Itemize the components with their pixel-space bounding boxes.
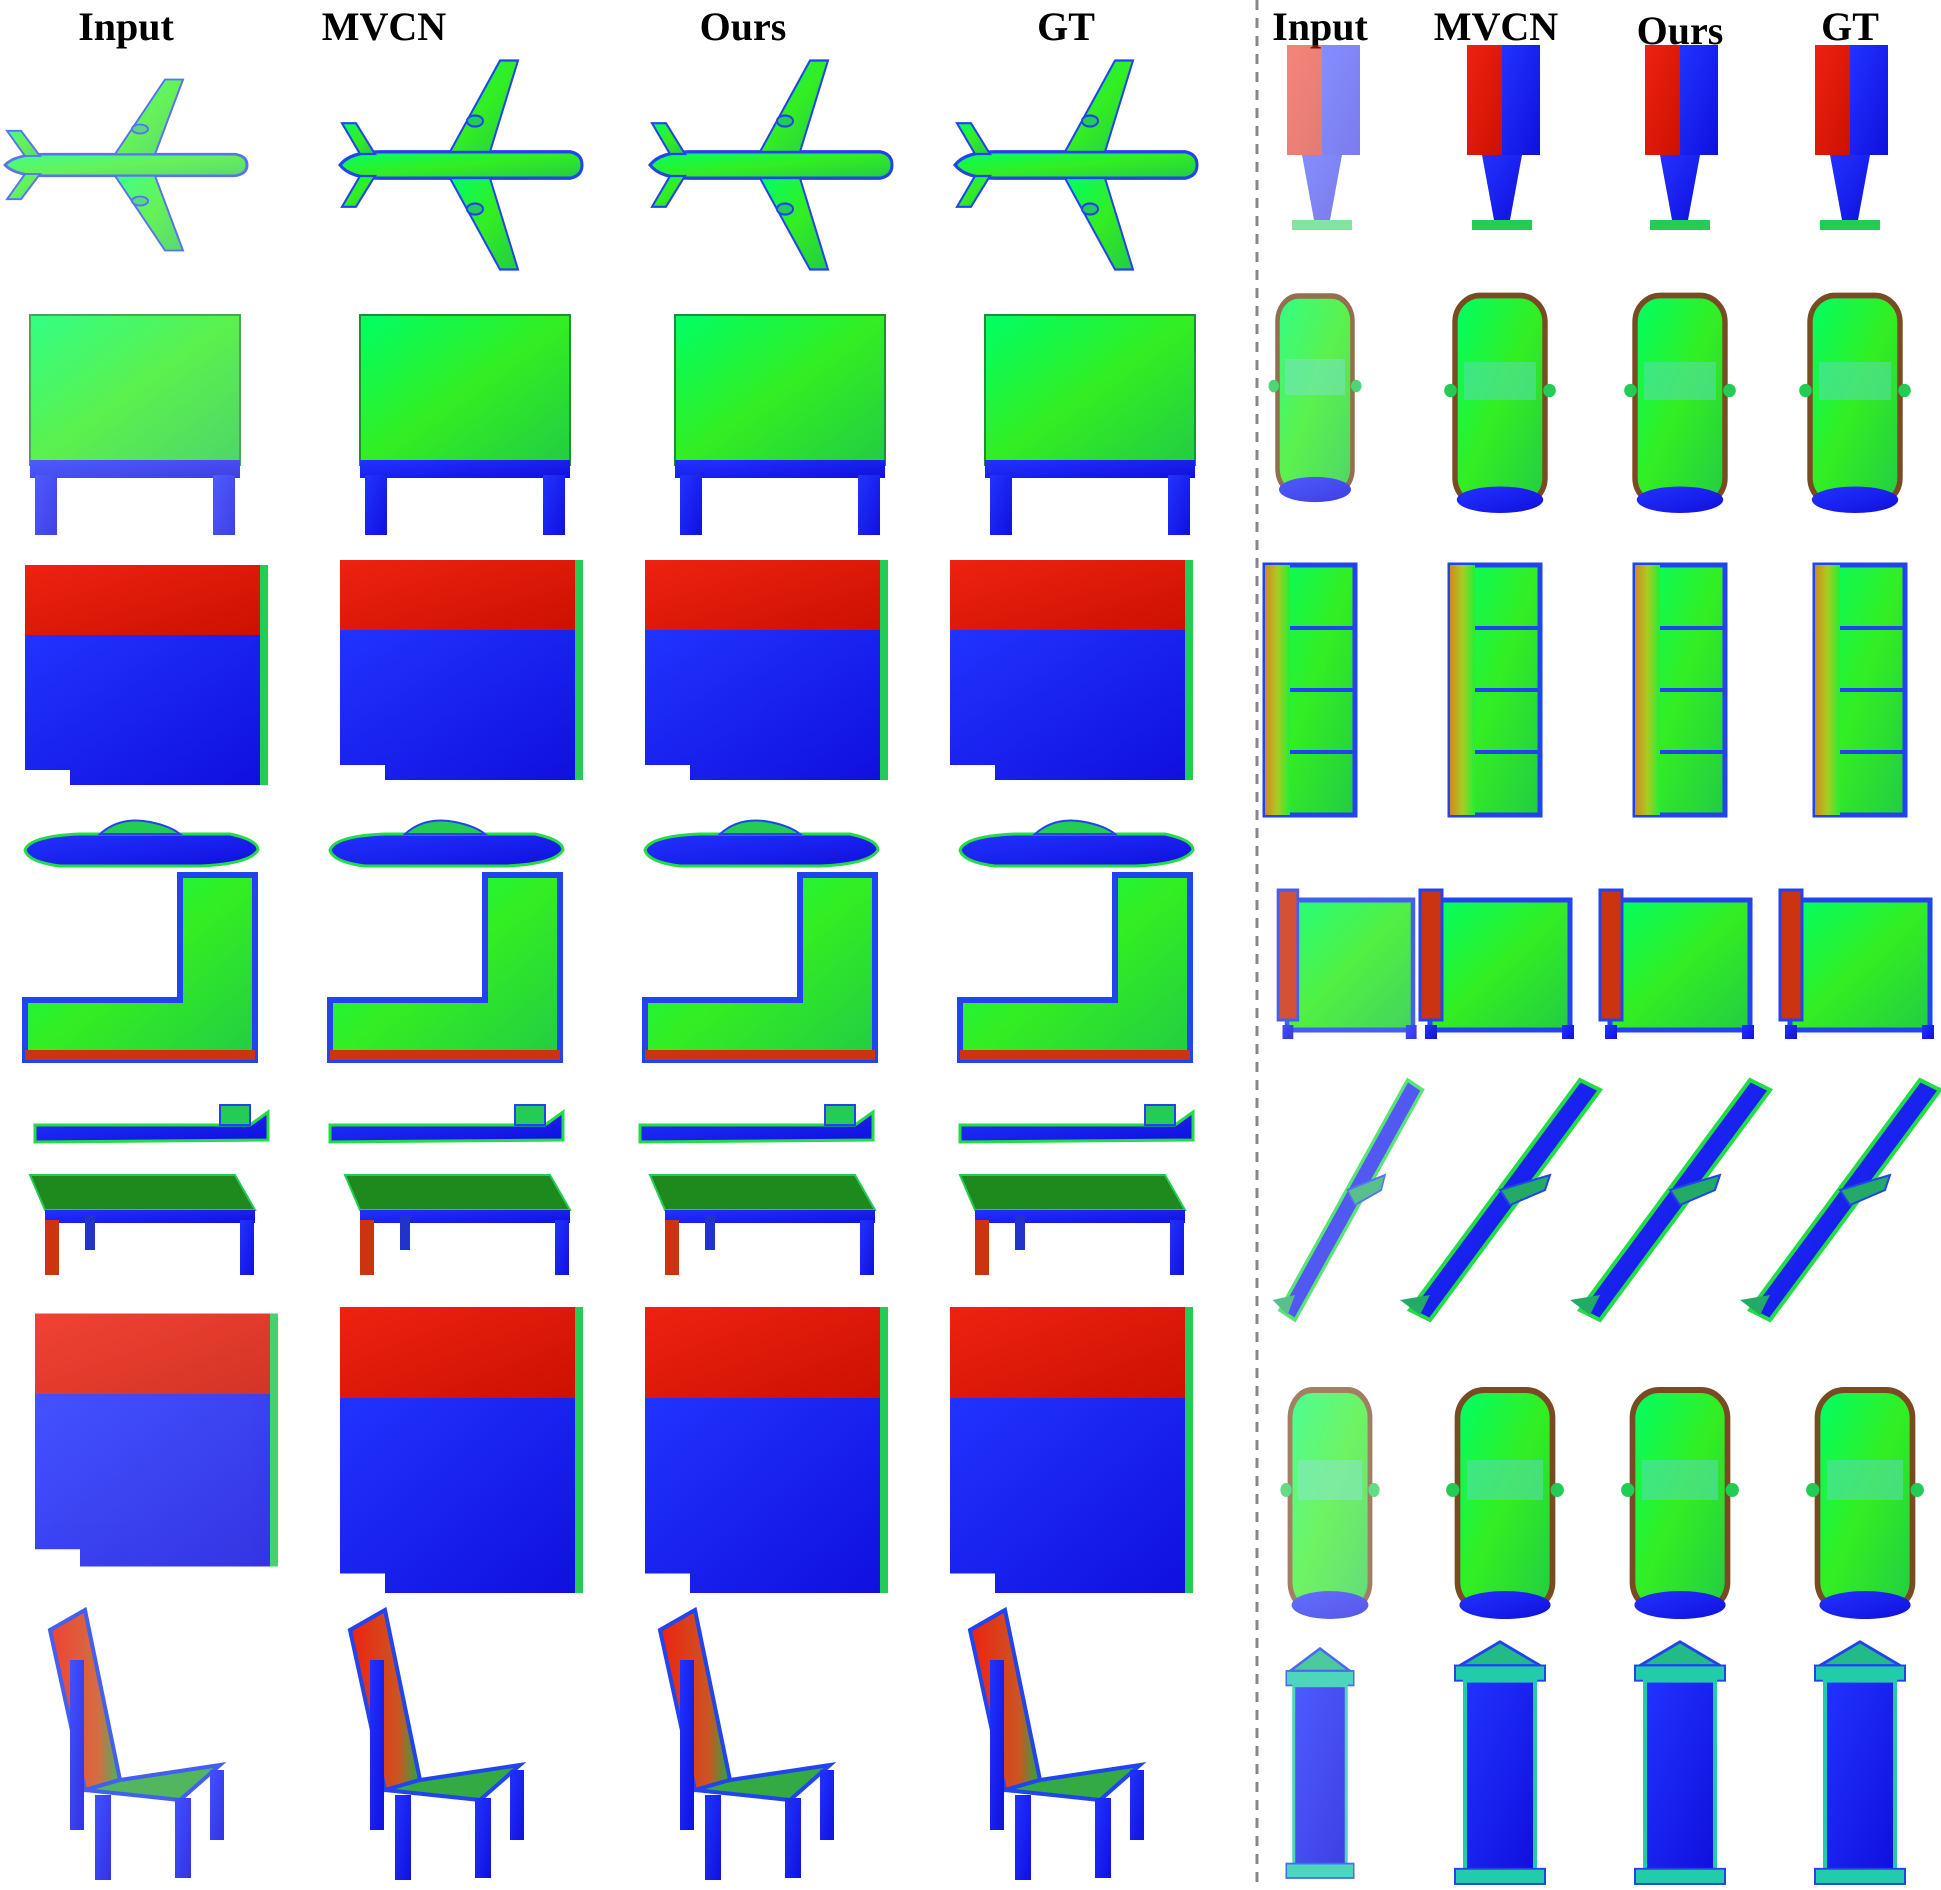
car-2-ours <box>1621 1390 1739 1619</box>
row-car <box>1269 296 1911 514</box>
sofa-input <box>1265 565 1355 815</box>
chair-top-gt <box>1780 890 1934 1039</box>
cabinet-gt <box>950 560 1193 785</box>
right-grid <box>1265 45 1941 1886</box>
sofa-l-ours <box>645 875 875 1060</box>
watercraft-ours <box>638 1103 875 1144</box>
car-ours <box>1624 296 1736 514</box>
sofa-gt <box>1815 565 1905 815</box>
header-right-mvcn: MVCN <box>1434 4 1559 49</box>
pillar-mvcn <box>1453 1639 1547 1886</box>
lamp-ours <box>1645 45 1718 230</box>
row-pillar <box>1284 1639 1907 1886</box>
watercraft-mvcn <box>328 1103 565 1144</box>
cabinet-2-gt <box>950 1307 1193 1600</box>
airplane-mvcn <box>338 58 584 272</box>
pillar-ours <box>1633 1639 1727 1886</box>
airplane-diag-mvcn <box>1398 1078 1602 1322</box>
header-left-ours: Ours <box>700 4 787 49</box>
row-boat <box>23 819 1195 868</box>
row-chair <box>48 1608 1146 1882</box>
cabinet-ours <box>645 560 888 785</box>
pillar-input <box>1284 1646 1356 1880</box>
table-top-gt <box>984 314 1196 536</box>
cabinet-2-input <box>35 1313 278 1573</box>
watercraft-input <box>33 1103 270 1144</box>
cabinet-input <box>25 565 268 790</box>
header-right-gt: GT <box>1821 4 1879 49</box>
boat-input <box>23 819 260 868</box>
car-2-mvcn <box>1446 1390 1564 1619</box>
left-headers: Input MVCN Ours GT <box>78 4 1095 49</box>
header-left-mvcn: MVCN <box>322 4 447 49</box>
table-top-input <box>29 314 241 536</box>
sofa-l-input <box>25 875 255 1060</box>
row-chair-top <box>1278 890 1934 1039</box>
lamp-gt <box>1815 45 1888 230</box>
car-2-input <box>1280 1390 1379 1619</box>
row-sofa <box>1265 565 1905 815</box>
chair-ours <box>658 1608 836 1882</box>
table-top-ours <box>674 314 886 536</box>
sofa-l-mvcn <box>330 875 560 1060</box>
cabinet-2-mvcn <box>340 1307 583 1600</box>
boat-mvcn <box>328 819 565 868</box>
sofa-ours <box>1635 565 1725 815</box>
right-headers: Input MVCN Ours GT <box>1272 4 1879 53</box>
header-left-input: Input <box>78 4 174 49</box>
car-2-gt <box>1806 1390 1924 1619</box>
row-cabinet <box>25 560 1193 790</box>
lamp-mvcn <box>1467 45 1540 230</box>
airplane-diag-ours <box>1568 1078 1772 1322</box>
watercraft-gt <box>958 1103 1195 1144</box>
chair-gt <box>968 1608 1146 1882</box>
left-grid <box>3 58 1199 1882</box>
pillar-gt <box>1813 1639 1907 1886</box>
row-table-top <box>29 314 1196 536</box>
row-sofa-l <box>25 875 1190 1060</box>
table-mvcn <box>344 1174 571 1276</box>
chair-top-input <box>1278 890 1417 1039</box>
airplane-diag-gt <box>1738 1078 1941 1322</box>
car-mvcn <box>1444 296 1556 514</box>
airplane-gt <box>953 58 1199 272</box>
sofa-mvcn <box>1450 565 1540 815</box>
chair-input <box>48 1608 226 1882</box>
table-ours <box>649 1174 876 1276</box>
car-input <box>1269 296 1362 502</box>
boat-gt <box>958 819 1195 868</box>
chair-top-mvcn <box>1420 890 1574 1039</box>
airplane-input <box>3 78 249 252</box>
row-car-2 <box>1280 1390 1924 1619</box>
row-lamp <box>1287 45 1888 230</box>
row-airplane-diag <box>1270 1078 1941 1322</box>
row-watercraft <box>33 1103 1195 1144</box>
table-input <box>29 1174 256 1276</box>
airplane-diag-input <box>1270 1078 1425 1322</box>
row-cabinet-2 <box>35 1307 1193 1600</box>
chair-mvcn <box>348 1608 526 1882</box>
row-table <box>29 1174 1186 1276</box>
lamp-input <box>1287 45 1360 230</box>
cabinet-mvcn <box>340 560 583 785</box>
table-top-mvcn <box>359 314 571 536</box>
car-gt <box>1799 296 1911 514</box>
boat-ours <box>643 819 880 868</box>
header-left-gt: GT <box>1037 4 1095 49</box>
header-right-input: Input <box>1272 4 1368 49</box>
table-gt <box>959 1174 1186 1276</box>
cabinet-2-ours <box>645 1307 888 1600</box>
airplane-ours <box>648 58 894 272</box>
row-airplane <box>3 58 1199 272</box>
chair-top-ours <box>1600 890 1754 1039</box>
sofa-l-gt <box>960 875 1190 1060</box>
